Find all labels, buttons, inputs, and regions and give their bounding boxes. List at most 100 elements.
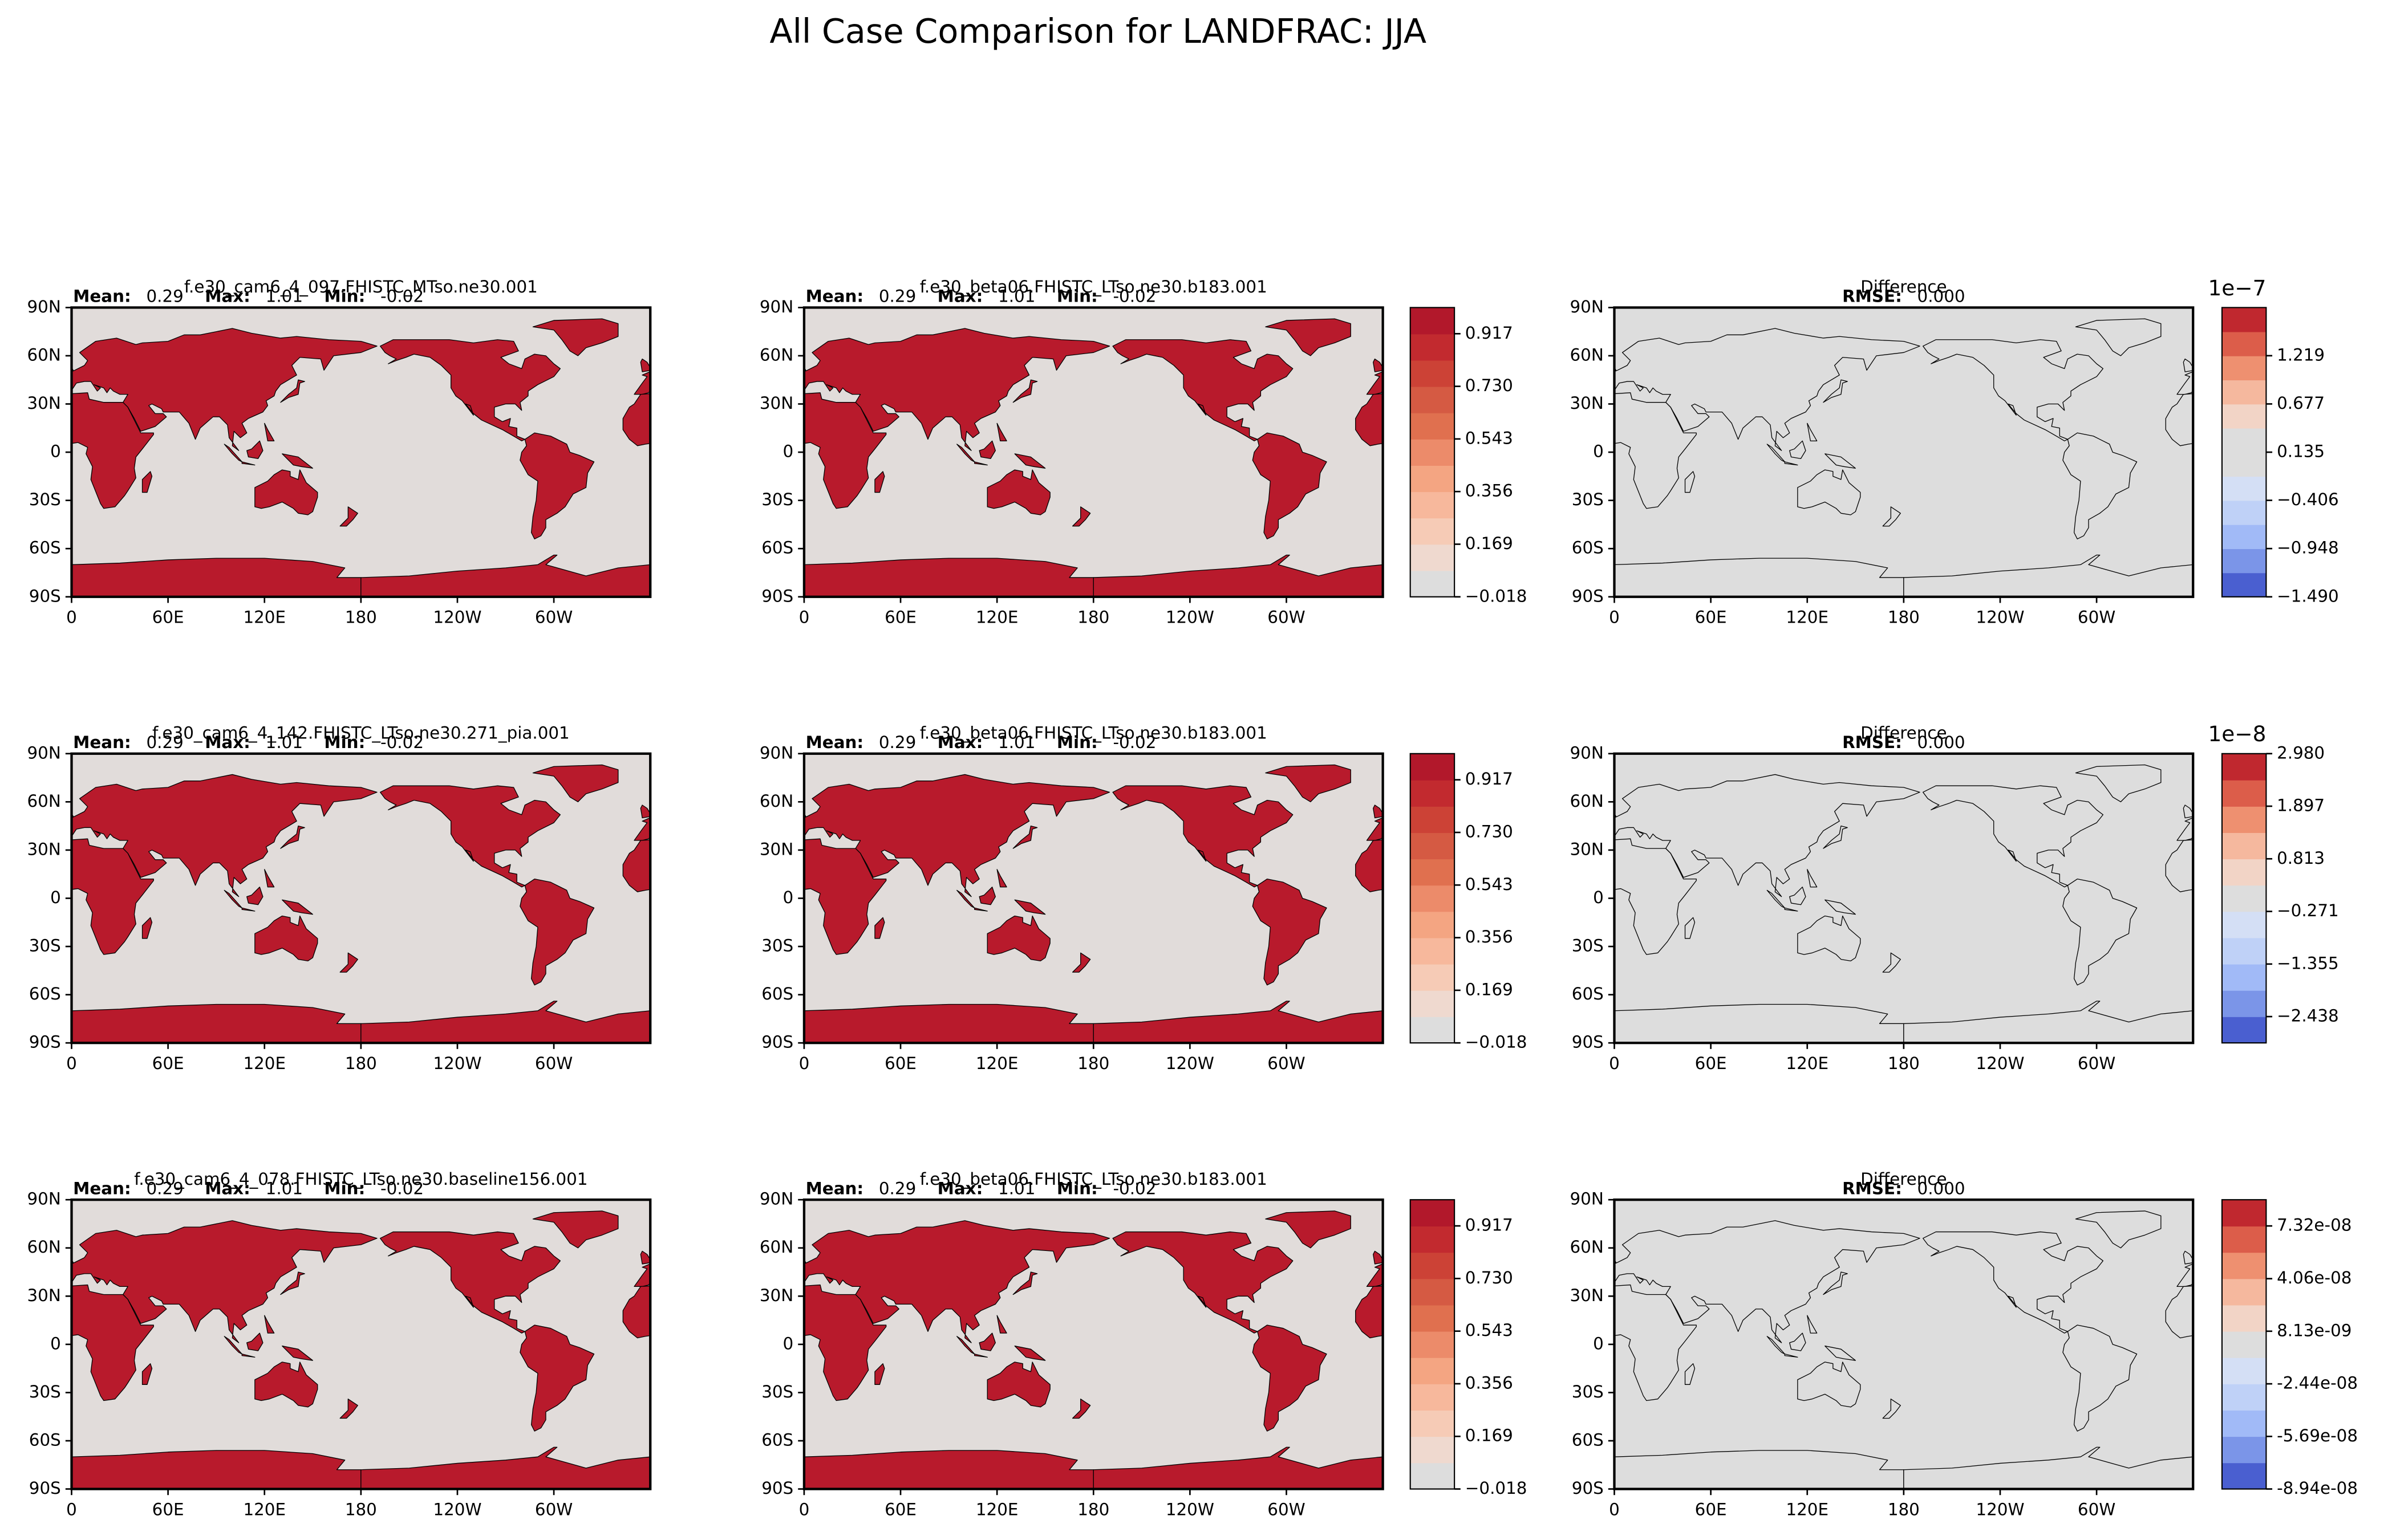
x-tick-label: 120W bbox=[433, 1054, 481, 1073]
x-tick-label: 120E bbox=[976, 1500, 1019, 1519]
colorbar-band bbox=[2221, 452, 2267, 477]
colorbar-offset: 1e−8 bbox=[2208, 721, 2267, 746]
stat-value: 0.29 bbox=[146, 733, 183, 752]
x-tick-label: 120W bbox=[433, 608, 481, 627]
x-tick-label: 120E bbox=[243, 608, 286, 627]
x-tick-label: 180 bbox=[1888, 1054, 1920, 1073]
y-tick-label: 30S bbox=[29, 936, 61, 956]
y-tick-label: 60S bbox=[761, 538, 793, 558]
stat-value: 1.01 bbox=[266, 1179, 303, 1198]
x-tick-label: 60E bbox=[1695, 608, 1727, 627]
stats: Mean: 0.29 Max: 1.01 Min: -0.02 bbox=[806, 1179, 1157, 1198]
colorbar-band bbox=[2221, 1331, 2267, 1358]
x-tick-label: 0 bbox=[1609, 1500, 1620, 1519]
x-tick-label: 180 bbox=[1077, 1054, 1109, 1073]
x-tick-label: 180 bbox=[1077, 608, 1109, 627]
map bbox=[71, 753, 651, 1043]
y-tick-label: 30S bbox=[29, 490, 61, 509]
x-tick-label: 60W bbox=[1267, 608, 1305, 627]
colorbar-tick-label: 0.543 bbox=[1465, 875, 1513, 894]
colorbar-band bbox=[2221, 1017, 2267, 1043]
stat-label: Min: bbox=[1057, 733, 1098, 752]
colorbar-band bbox=[1410, 779, 1455, 807]
colorbar-frame bbox=[2221, 753, 2267, 1044]
y-tick-label: 90N bbox=[27, 297, 60, 316]
colorbar-band bbox=[1410, 1252, 1455, 1279]
x-tick-label: 60E bbox=[152, 1054, 184, 1073]
stats: RMSE: 0.000 bbox=[1842, 286, 1965, 306]
panel-title: f.e30_beta06.FHISTC_LTso.ne30.b183.001 bbox=[920, 277, 1267, 296]
colorbar-band bbox=[2221, 1252, 2267, 1279]
colorbar-band bbox=[1410, 570, 1455, 598]
colorbar-band bbox=[2221, 1384, 2267, 1411]
stat-label: Mean: bbox=[73, 286, 131, 306]
stat-value: 0.000 bbox=[1917, 733, 1965, 752]
colorbar-tick-label: −2.438 bbox=[2277, 1006, 2339, 1026]
colorbar-band bbox=[2221, 964, 2267, 991]
y-tick-label: 30N bbox=[27, 839, 60, 859]
y-tick-label: 90N bbox=[1570, 297, 1603, 316]
colorbar-tick-label: 0.543 bbox=[1465, 428, 1513, 448]
stat-label: Max: bbox=[938, 733, 983, 752]
y-tick-label: 30N bbox=[760, 839, 793, 859]
colorbar-tick-label: −1.355 bbox=[2277, 953, 2339, 973]
stat-label: Max: bbox=[205, 733, 250, 752]
colorbar-tick-label: 0.135 bbox=[2277, 442, 2325, 461]
y-tick-label: 30N bbox=[760, 1286, 793, 1305]
y-tick-label: 30S bbox=[1572, 490, 1604, 509]
x-tick-label: 60W bbox=[2078, 1500, 2115, 1519]
figure-title: All Case Comparison for LANDFRAC: JJA bbox=[769, 11, 1426, 51]
stat-label: Min: bbox=[324, 733, 365, 752]
colorbar-band bbox=[2221, 1305, 2267, 1332]
y-tick-label: 60N bbox=[760, 1237, 793, 1257]
colorbar-frame bbox=[2221, 1199, 2267, 1490]
colorbar-band bbox=[1410, 1357, 1455, 1384]
panel-title: Difference bbox=[1860, 277, 1947, 296]
map bbox=[804, 753, 1383, 1043]
x-tick-label: 120E bbox=[243, 1054, 286, 1073]
colorbar-band bbox=[2221, 500, 2267, 525]
stat-label: Min: bbox=[1057, 1179, 1098, 1198]
colorbar-offset: 1e−7 bbox=[2208, 275, 2267, 300]
colorbar-band bbox=[1410, 518, 1455, 545]
colorbar-band bbox=[2221, 1278, 2267, 1306]
colorbar-band bbox=[2221, 404, 2267, 429]
x-tick-label: 0 bbox=[1609, 1054, 1620, 1073]
panel-title: Difference bbox=[1860, 724, 1947, 743]
stat-value: 0.000 bbox=[1917, 286, 1965, 306]
x-tick-label: 120E bbox=[976, 608, 1019, 627]
colorbar-tick-label: −1.490 bbox=[2277, 586, 2339, 606]
stats: Mean: 0.29 Max: 1.01 Min: -0.02 bbox=[73, 286, 424, 306]
x-tick-label: 120E bbox=[1786, 1500, 1828, 1519]
x-tick-label: 0 bbox=[66, 1500, 77, 1519]
colorbar-tick-label: 0.730 bbox=[1465, 1268, 1513, 1287]
colorbar-tick-label: 0.917 bbox=[1465, 323, 1513, 343]
x-tick-label: 60W bbox=[2078, 608, 2115, 627]
colorbar-tick-label: 0.730 bbox=[1465, 822, 1513, 841]
y-tick-label: 60S bbox=[29, 1430, 61, 1449]
map bbox=[804, 307, 1383, 597]
map bbox=[71, 1200, 651, 1489]
colorbar-tick-label: 7.32e-08 bbox=[2277, 1216, 2351, 1235]
y-tick-label: 0 bbox=[50, 1334, 61, 1353]
colorbar-band bbox=[1410, 1200, 1455, 1227]
y-tick-label: 30S bbox=[761, 490, 793, 509]
colorbar-band bbox=[2221, 753, 2267, 781]
y-tick-label: 30N bbox=[1570, 393, 1603, 413]
panel-title: f.e30_cam6_4_078.FHISTC_LTso.ne30.baseli… bbox=[134, 1169, 587, 1189]
colorbar-tick-label: 0.677 bbox=[2277, 393, 2325, 413]
colorbar-band bbox=[1410, 1331, 1455, 1358]
stat-value: 1.01 bbox=[266, 733, 303, 752]
colorbar-band bbox=[2221, 355, 2267, 381]
stats: Mean: 0.29 Max: 1.01 Min: -0.02 bbox=[73, 733, 424, 752]
stat-label: RMSE: bbox=[1842, 286, 1902, 306]
colorbar-band bbox=[1410, 360, 1455, 387]
map bbox=[71, 307, 651, 597]
y-tick-label: 30S bbox=[29, 1382, 61, 1401]
y-tick-label: 0 bbox=[1593, 888, 1604, 907]
stat-label: Max: bbox=[205, 1179, 250, 1198]
x-tick-label: 120W bbox=[1976, 1500, 2024, 1519]
colorbar-band bbox=[2221, 1462, 2267, 1490]
y-tick-label: 60S bbox=[761, 984, 793, 1003]
